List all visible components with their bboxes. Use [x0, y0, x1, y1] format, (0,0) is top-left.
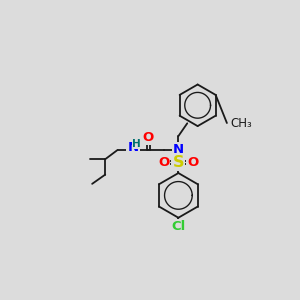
Text: CH₃: CH₃ [231, 116, 253, 130]
Text: O: O [188, 156, 199, 169]
Text: N: N [173, 143, 184, 157]
Text: S: S [172, 155, 184, 170]
Text: H: H [132, 139, 141, 149]
Text: O: O [158, 156, 169, 169]
Text: N: N [128, 141, 139, 154]
Text: O: O [143, 131, 154, 144]
Text: Cl: Cl [171, 220, 185, 233]
Text: H: H [128, 143, 138, 157]
